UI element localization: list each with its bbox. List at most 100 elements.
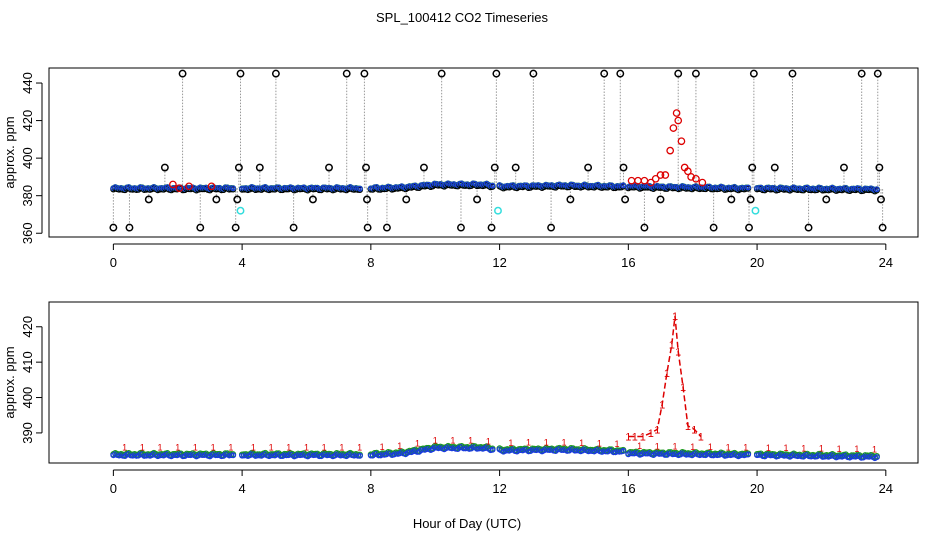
y-tick-label: 410 (20, 351, 35, 373)
outlier-point (674, 69, 683, 78)
baseline-point-blue (745, 451, 752, 458)
x-tick-label: 8 (367, 255, 374, 270)
baseline-point-blue (620, 447, 627, 455)
outlier-point (490, 163, 499, 172)
outlier-point (748, 163, 757, 172)
outlier-point (234, 163, 243, 172)
baseline-point-blue (356, 185, 363, 192)
red-point (651, 174, 660, 183)
series-point-label: 1 (140, 443, 145, 453)
outlier-point (342, 69, 351, 78)
series-point-label: 1 (450, 436, 455, 446)
outlier-point (770, 163, 779, 172)
series-point-label: 1 (664, 368, 670, 380)
outlier-point (236, 69, 245, 78)
red-point (674, 116, 683, 125)
outlier-point (656, 195, 665, 204)
outlier-point (363, 223, 372, 232)
y-axis: 360 380 400 420 440 approx. ppm (2, 72, 43, 244)
x-axis: 0 4 8 12 16 20 24 (110, 243, 893, 270)
x-axis: 0 4 8 12 16 20 24 (110, 469, 893, 496)
outlier-point (745, 223, 753, 232)
red-point (634, 176, 642, 185)
series-point-label: 1 (654, 424, 660, 436)
y-axis-label: approx. ppm (2, 116, 17, 188)
baseline-point-blue (873, 186, 880, 193)
red-point (672, 109, 681, 117)
outlier-point (255, 163, 264, 172)
series-point-label: 1 (640, 431, 646, 443)
y-tick-label: 400 (20, 387, 35, 409)
series-point-label: 1 (672, 442, 677, 452)
outlier-point (511, 163, 520, 172)
cyan-point (494, 206, 502, 215)
baseline-point-blue (230, 185, 237, 192)
series-point-label: 1 (625, 431, 631, 443)
series-point-label: 1 (380, 442, 385, 452)
outlier-point (362, 163, 370, 172)
x-tick-label: 12 (492, 255, 506, 270)
baseline-point-blue (489, 446, 496, 453)
x-tick-label: 0 (110, 481, 117, 496)
x-axis-label: Hour of Day (UTC) (413, 516, 521, 531)
series-point-label: 1 (561, 437, 566, 447)
y-tick-label: 400 (20, 147, 35, 169)
outlier-point (437, 69, 446, 78)
outlier-point (144, 195, 153, 204)
baseline-point-blue (873, 454, 880, 461)
series-point-label: 1 (486, 436, 491, 446)
x-tick-label: 4 (238, 255, 245, 270)
outlier-point (788, 69, 797, 78)
outlier-point (271, 69, 280, 78)
x-tick-label: 12 (492, 481, 506, 496)
red-point (175, 184, 184, 193)
baseline-point-blue (745, 184, 752, 191)
red-point (640, 176, 649, 185)
red-point (647, 178, 655, 187)
y-tick-label: 420 (20, 316, 35, 338)
outlier-point (231, 223, 240, 232)
series-point-label: 1 (837, 444, 842, 454)
series-point-label: 1 (708, 442, 713, 452)
data-marks (109, 69, 887, 232)
red-point (677, 137, 686, 146)
outlier-point (360, 69, 369, 78)
series-point-label: 1 (122, 443, 127, 453)
outlier-point (877, 195, 885, 204)
series-point-label: 1 (854, 444, 859, 454)
series-point-label: 1 (801, 443, 806, 453)
x-tick-label: 24 (879, 255, 893, 270)
series-point-label: 1 (286, 443, 291, 453)
series-line (628, 316, 702, 438)
outlier-point (402, 195, 411, 204)
red-point (627, 176, 636, 185)
outlier-point (857, 69, 866, 78)
series-point-label: 1 (691, 424, 697, 436)
red-point (185, 182, 193, 191)
outlier-point (382, 223, 391, 232)
cyan-point (751, 206, 760, 215)
series-point-label: 1 (685, 421, 691, 433)
series-point-label: 1 (251, 443, 256, 453)
series-point-label: 1 (433, 436, 438, 446)
series-point-label: 1 (175, 443, 180, 453)
x-tick-label: 24 (879, 481, 893, 496)
series-point-label: 1 (743, 443, 748, 453)
baseline-point-blue (620, 182, 627, 189)
series-point-label: 1 (648, 428, 654, 440)
series-point-label: 1 (615, 439, 620, 449)
plot-frame (48, 67, 919, 238)
outlier-point (616, 69, 625, 78)
outlier-point (566, 195, 575, 204)
series-point-label: 1 (357, 443, 362, 453)
red-point (687, 173, 695, 181)
outlier-point (487, 223, 496, 232)
plot-frame (48, 301, 919, 464)
top-panel: 0 4 8 12 16 20 24 360 380 400 420 440 approx. ppm (2, 67, 919, 270)
series-point-label: 1 (579, 438, 584, 448)
series-point-label: 1 (597, 438, 602, 448)
series-point-label: 1 (766, 443, 771, 453)
series-point-label: 1 (690, 442, 695, 452)
series-point-label: 1 (468, 436, 473, 446)
